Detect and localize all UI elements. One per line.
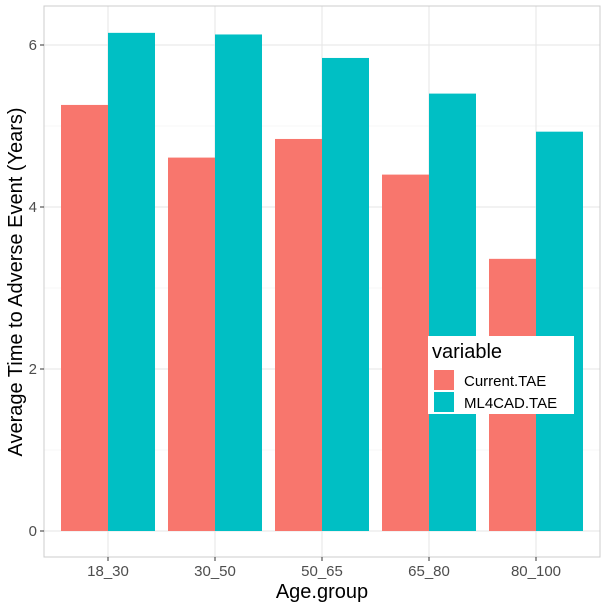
y-tick-label: 4 [29,199,37,216]
legend-key-current-tae [434,370,454,390]
legend-key-ml4cad-tae [434,392,454,412]
x-tick-label: 65_80 [408,563,450,580]
legend-label-ml4cad-tae: ML4CAD.TAE [464,395,557,412]
bar-ml4cad-tae-30_50 [215,34,262,531]
x-axis-title: Age.group [276,581,368,603]
y-axis-ticks: 0 2 4 6 [29,37,44,540]
y-tick-label: 0 [29,523,37,540]
x-tick-label: 50_65 [301,563,343,580]
legend-label-current-tae: Current.TAE [464,373,546,390]
bar-ml4cad-tae-65_80 [429,93,476,531]
bar-current-tae-50_65 [275,138,322,531]
legend: variable Current.TAE ML4CAD.TAE [428,336,574,414]
y-axis-title: Average Time to Adverse Event (Years) [5,107,27,456]
x-tick-label: 18_30 [87,563,129,580]
legend-title: variable [432,341,502,363]
bar-current-tae-18_30 [61,104,108,531]
x-tick-label: 80_100 [511,563,561,580]
bar-current-tae-65_80 [382,174,429,531]
bars [61,32,583,532]
bar-ml4cad-tae-50_65 [322,57,369,532]
y-tick-label: 2 [29,361,37,378]
bar-current-tae-30_50 [168,157,215,531]
y-tick-label: 6 [29,37,37,54]
x-axis-ticks: 18_30 30_50 50_65 65_80 80_100 [87,557,561,580]
bar-ml4cad-tae-80_100 [536,131,583,532]
bar-ml4cad-tae-18_30 [108,32,155,531]
x-tick-label: 30_50 [194,563,236,580]
